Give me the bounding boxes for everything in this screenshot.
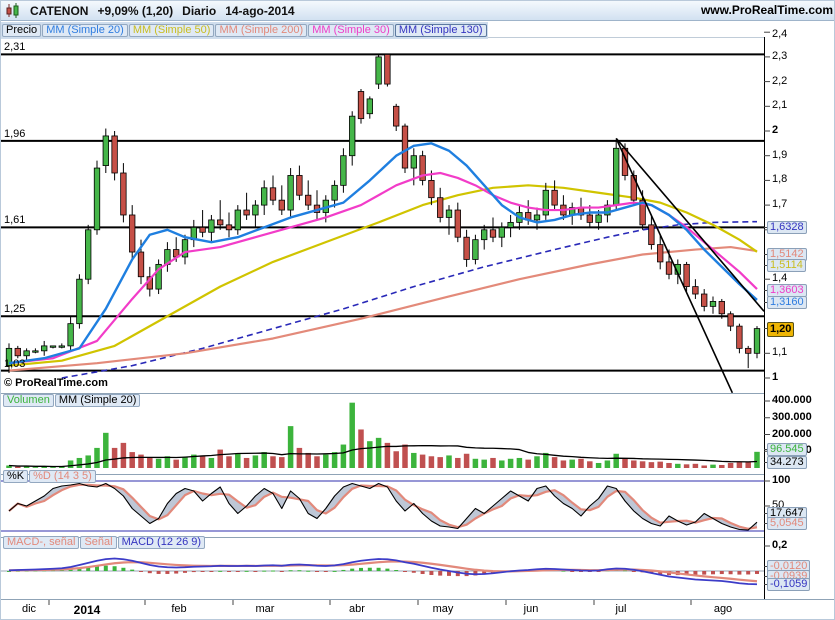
volume-panel	[6, 402, 760, 468]
macd-hist-badge[interactable]: MACD-, señal	[3, 536, 80, 549]
month-label: jun	[523, 603, 539, 615]
stoch-value-badge: 5,0545	[767, 517, 807, 530]
stochastic-panel	[1, 480, 764, 532]
macd-senal-badge[interactable]: Señal	[80, 536, 117, 549]
mm130-badge[interactable]: MM (Simple 130)	[394, 24, 487, 37]
copyright: © ProRealTime.com	[4, 377, 108, 389]
price-axis-tick: 2	[772, 124, 779, 136]
month-label: may	[432, 603, 454, 615]
price-axis-tick: 2,2	[772, 74, 788, 87]
volume-axis-tick: 200.000	[772, 427, 812, 440]
mm200-badge[interactable]: MM (Simple 200)	[215, 24, 308, 37]
macd-panel	[1, 557, 764, 586]
ma-value-badge: 1,6328	[767, 221, 807, 234]
month-label: 2014	[73, 603, 101, 617]
stoch-d-badge[interactable]: %D (14 3 5)	[29, 470, 96, 483]
price-axis-tick: 1,4	[772, 272, 788, 285]
price-axis-tick: 1,1	[772, 346, 788, 359]
price-change: +9,09% (1,20)	[97, 3, 174, 18]
price-level-label: 1,03	[4, 357, 26, 370]
candlestick-icon	[5, 3, 21, 18]
month-label: ago	[713, 603, 733, 615]
prorealtime-link[interactable]: www.ProRealTime.com	[700, 3, 833, 17]
precio-badge[interactable]: Precio	[2, 24, 42, 37]
stoch-k-badge[interactable]: %K	[3, 470, 29, 483]
volume-mm20-badge[interactable]: MM (Simple 20)	[54, 394, 141, 407]
price-level-label: 1,61	[4, 214, 26, 227]
mm50-badge[interactable]: MM (Simple 50)	[128, 24, 215, 37]
month-label: dic	[21, 603, 37, 615]
month-label: mar	[255, 603, 275, 615]
ma-value-badge: 1,5114	[767, 259, 806, 272]
stoch-axis-tick: 100	[772, 474, 791, 486]
ma-value-badge: 1,3160	[767, 296, 807, 309]
price-axis-tick: 1,7	[772, 198, 788, 211]
title-bar: CATENON +9,09% (1,20) Diario 14-ago-2014…	[1, 1, 834, 21]
volume-axis-tick: 300.000	[772, 410, 812, 423]
volume-axis-tick: 400.000	[772, 394, 812, 406]
mm20-badge[interactable]: MM (Simple 20)	[42, 24, 128, 37]
price-axis-tick: 1	[772, 371, 779, 383]
macd-axis-tick: 0,2	[772, 539, 788, 551]
price-axis-tick: 2,1	[772, 99, 788, 112]
volumen-badge[interactable]: Volumen	[3, 394, 54, 407]
price-axis-tick: 1,8	[772, 173, 788, 186]
price-axis-tick: 1,9	[772, 148, 788, 161]
month-label: abr	[349, 603, 365, 615]
macd-line-badge[interactable]: MACD (12 26 9)	[117, 536, 206, 549]
symbol-name: CATENON	[30, 3, 89, 18]
price-panel	[1, 53, 764, 393]
price-axis-tick: 2,3	[772, 49, 788, 62]
mm30-badge[interactable]: MM (Simple 30)	[308, 24, 394, 37]
price-axis-tick: 2,4	[772, 28, 788, 40]
price-level-label: 2,31	[4, 41, 26, 54]
macd-header: MACD-, señal Señal MACD (12 26 9)	[3, 536, 206, 549]
indicator-row: Precio MM (Simple 20) MM (Simple 50) MM …	[1, 22, 488, 39]
volume-value-badge: 96.545	[767, 443, 807, 456]
macd-value-badge: -0,1059	[767, 578, 811, 591]
volume-header: Volumen MM (Simple 20)	[3, 394, 141, 407]
month-label: feb	[171, 603, 187, 615]
price-level-label: 1,25	[4, 303, 26, 316]
stochastic-header: %K %D (14 3 5)	[3, 470, 96, 483]
timeframe-label: Diario	[182, 3, 217, 18]
volume-value-badge: 34.273	[767, 456, 807, 469]
month-label: jul	[615, 603, 627, 615]
ma-value-badge: 1,20	[767, 322, 795, 337]
price-level-label: 1,96	[4, 127, 26, 140]
session-date: 14-ago-2014	[225, 3, 295, 18]
